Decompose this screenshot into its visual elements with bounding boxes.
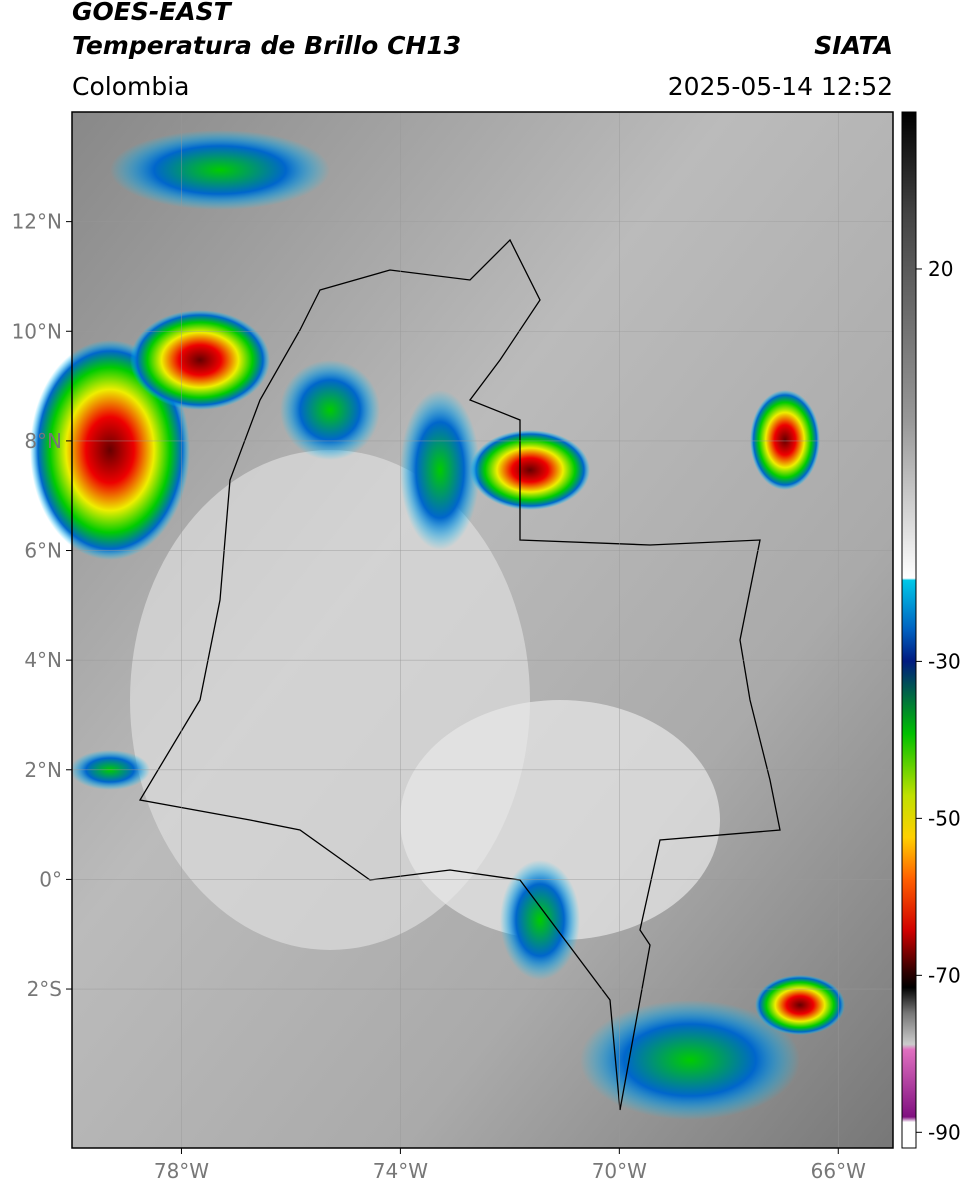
region: Colombia [72,72,189,101]
lat-tick-label: 6°N [24,539,62,563]
convection [280,360,380,460]
lat-tick-label: 4°N [24,648,62,672]
convection [750,390,820,490]
colorbar-tick-label: -30 [928,649,961,673]
convection [110,130,330,210]
colorbar-tick-label: -70 [928,963,961,987]
convection [500,860,580,980]
lat-tick-label: 10°N [12,319,62,343]
lat-tick-label: 8°N [24,429,62,453]
country-border [138,238,781,1111]
lon-tick-label: 78°W [154,1159,209,1183]
convection [580,1000,800,1120]
convection [130,310,270,410]
convection [30,340,190,560]
source: SIATA [814,31,893,60]
colorbar-tick-label: -50 [928,806,961,830]
lat-tick-label: 2°N [24,758,62,782]
map-frame [71,111,894,1149]
satellite-name: GOES-EAST [72,0,233,26]
timestamp: 2025-05-14 12:52 [668,72,893,101]
colorbar-tick-label: 20 [928,257,953,281]
lat-tick-label: 12°N [12,210,62,234]
lat-tick-label: 0° [39,867,62,891]
convection [400,390,480,550]
map-area [30,112,893,1148]
convection [470,430,590,510]
product-title: Temperatura de Brillo CH13 [72,31,461,60]
colorbar [901,111,917,1149]
convection [755,975,845,1035]
lon-tick-label: 74°W [373,1159,428,1183]
cloud-field [400,700,720,940]
lat-tick-label: 2°S [27,977,62,1001]
colorbar-tick-label: -90 [928,1120,961,1144]
lon-tick-label: 70°W [592,1159,647,1183]
lon-tick-label: 66°W [811,1159,866,1183]
